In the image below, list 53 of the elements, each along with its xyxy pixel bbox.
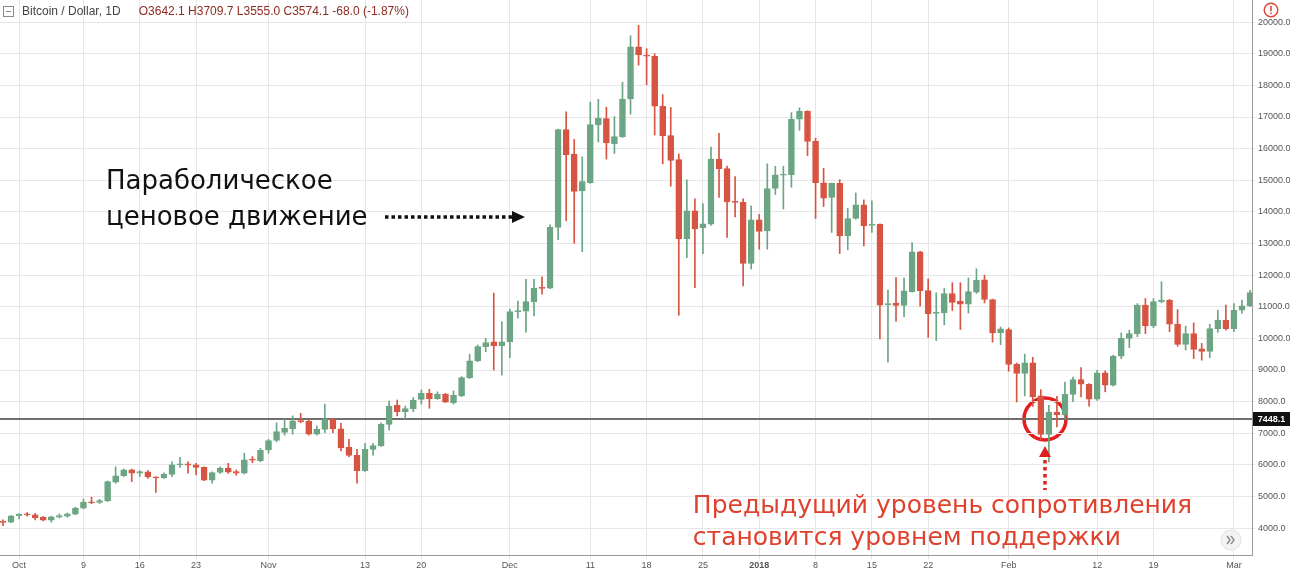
y-tick-label: 6000.0 — [1258, 459, 1286, 470]
x-tick-label: 8 — [813, 559, 819, 570]
x-tick-label: 12 — [1092, 559, 1103, 570]
candlestick — [136, 470, 144, 477]
candlestick — [514, 300, 522, 319]
x-tick-label: 15 — [866, 559, 877, 570]
x-tick-label: 11 — [585, 559, 595, 570]
y-tick-label: 17000.0 — [1258, 111, 1290, 122]
y-tick-label: 7000.0 — [1258, 427, 1286, 438]
y-tick-label: 9000.0 — [1258, 364, 1286, 375]
x-tick-label: 22 — [923, 559, 934, 570]
x-tick-label: Mar — [1226, 559, 1242, 570]
candlestick — [184, 461, 192, 474]
candlestick — [152, 476, 160, 493]
candlestick — [522, 278, 530, 333]
x-tick-label: 13 — [360, 559, 371, 570]
x-tick-label: 18 — [641, 559, 652, 570]
y-tick-label: 14000.0 — [1258, 206, 1290, 217]
y-tick-label: 16000.0 — [1258, 143, 1290, 154]
annotation: Параболическое ценовое движение — [106, 164, 369, 233]
y-tick-label: 8000.0 — [1258, 396, 1286, 407]
x-tick-label: 23 — [191, 559, 202, 570]
y-tick-label: 13000.0 — [1258, 237, 1290, 248]
candlestick — [578, 156, 586, 253]
y-tick-label: 5000.0 — [1258, 490, 1286, 501]
x-tick-label: 9 — [80, 559, 86, 570]
y-tick-label: 10000.0 — [1258, 332, 1290, 343]
ref-line-label: 7448.1 — [1257, 414, 1286, 425]
y-tick-label: 20000.0 — [1258, 16, 1290, 27]
y-tick-label: 11000.0 — [1258, 301, 1290, 312]
y-tick-label: 4000.0 — [1258, 522, 1286, 533]
chart-subtitle: O3642.1 H3709.7 L3555.0 C3574.1 -68.0 (-1.87%) — [138, 4, 409, 18]
y-tick-label: 12000.0 — [1258, 269, 1290, 280]
annotation: Предыдущий уровень сопротивления становится уровнем поддержки — [692, 489, 1194, 554]
y-tick-label: 15000.0 — [1258, 174, 1290, 185]
candlestick — [498, 321, 506, 376]
x-tick-label: 19 — [1148, 559, 1159, 570]
chart-title: Bitcoin / Dollar, 1D — [22, 4, 121, 18]
candlestick — [1077, 367, 1085, 398]
x-tick-label: 2018 — [749, 559, 770, 570]
x-tick-label: Nov — [260, 559, 277, 570]
x-tick-label: 20 — [416, 559, 427, 570]
x-tick-label: Oct — [12, 559, 27, 570]
y-tick-label: 19000.0 — [1258, 48, 1290, 59]
candlestick — [176, 456, 184, 468]
x-tick-label: 16 — [134, 559, 145, 570]
candlestick — [884, 289, 892, 363]
candlestick — [1198, 343, 1206, 361]
candlestick — [490, 292, 498, 371]
x-tick-label: Feb — [1000, 559, 1017, 570]
x-tick-label: Dec — [501, 559, 519, 570]
x-tick-label: 25 — [697, 559, 708, 570]
y-tick-label: 18000.0 — [1258, 79, 1290, 90]
